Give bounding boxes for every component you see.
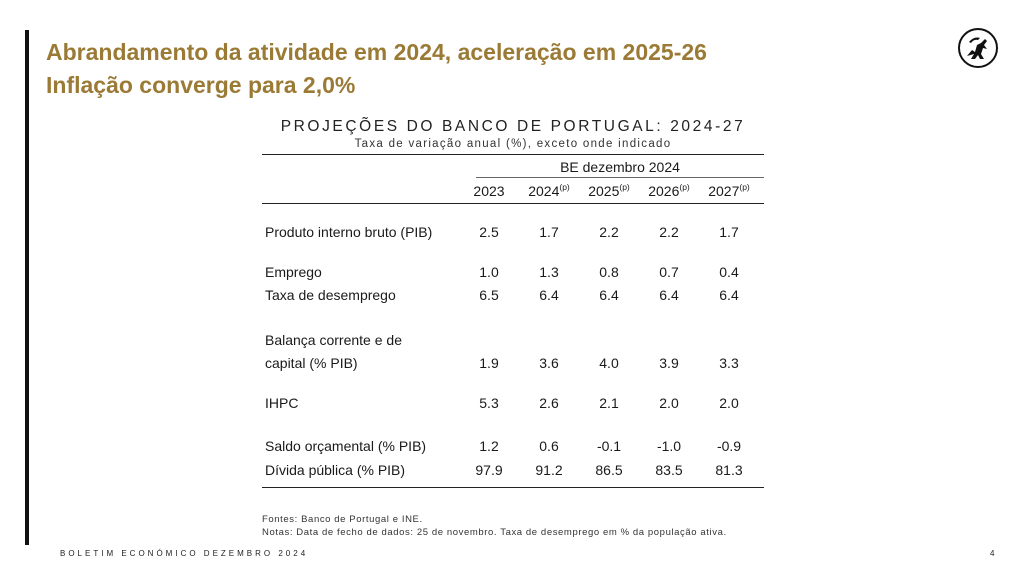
year-header-2025: 2025(p) xyxy=(588,182,630,199)
sources-note: Fontes: Banco de Portugal e INE. xyxy=(262,514,423,525)
table-footnotes: Fontes: Banco de Portugal e INE. Notas: … xyxy=(262,514,727,539)
header-bottom-rule xyxy=(262,203,764,204)
year-header-2024: 2024(p) xyxy=(528,182,570,199)
year-header-row: 2023 2024(p) 2025(p) 2026(p) 2027(p) xyxy=(262,177,764,203)
year-header-2023: 2023 xyxy=(473,183,505,199)
group-header: BE dezembro 2024 xyxy=(560,159,680,175)
table-row: Saldo orçamental (% PIB) 1.2 0.6 -0.1 -1… xyxy=(265,438,742,454)
group-header-row: BE dezembro 2024 xyxy=(262,155,764,178)
year-header-2027: 2027(p) xyxy=(708,182,750,199)
table-row: Emprego 1.0 1.3 0.8 0.7 0.4 xyxy=(265,263,739,280)
table-row: Taxa de desemprego 6.5 6.4 6.4 6.4 6.4 xyxy=(265,287,739,303)
year-header-2026: 2026(p) xyxy=(648,182,690,199)
page-number: 4 xyxy=(990,549,995,558)
table-bottom-rule xyxy=(262,487,764,488)
table-top-rule xyxy=(262,154,764,155)
projections-table: PROJEÇÕES DO BANCO DE PORTUGAL: 2024-27 … xyxy=(262,118,764,488)
banco-de-portugal-logo-icon xyxy=(958,28,998,68)
title-line-2: Inflação converge para 2,0% xyxy=(46,72,356,98)
table-row: Balança corrente e de xyxy=(265,331,402,348)
title-line-1: Abrandamento da atividade em 2024, acele… xyxy=(46,39,707,65)
table-row: IHPC 5.3 2.6 2.1 2.0 2.0 xyxy=(265,394,739,411)
slide-title: Abrandamento da atividade em 2024, acele… xyxy=(46,36,707,102)
table-row: Produto interno bruto (PIB) 2.5 1.7 2.2 … xyxy=(265,224,739,240)
footer-publication: BOLETIM ECONÓMICO DEZEMBRO 2024 xyxy=(60,549,309,558)
group-header-rule xyxy=(476,177,764,178)
left-accent-bar xyxy=(25,30,29,545)
table-subtitle: Taxa de variação anual (%), exceto onde … xyxy=(354,138,672,150)
table-title: PROJEÇÕES DO BANCO DE PORTUGAL: 2024-27 xyxy=(280,118,746,135)
table-row: Dívida pública (% PIB) 97.9 91.2 86.5 83… xyxy=(265,461,743,478)
data-notes: Notas: Data de fecho de dados: 25 de nov… xyxy=(262,526,727,538)
table-row: capital (% PIB) 1.9 3.6 4.0 3.9 3.3 xyxy=(265,355,739,371)
